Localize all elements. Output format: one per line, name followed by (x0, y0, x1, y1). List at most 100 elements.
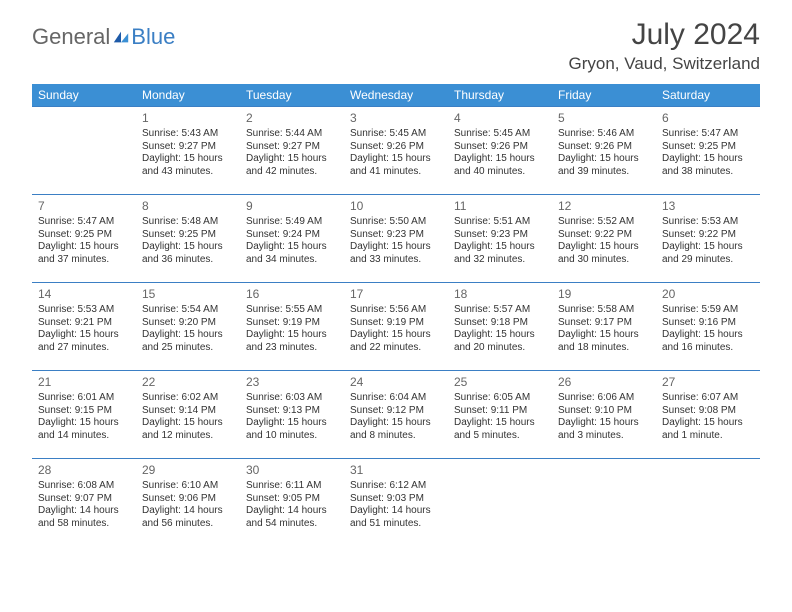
sunrise-line: Sunrise: 6:03 AM (246, 392, 338, 405)
day-number: 17 (350, 287, 442, 302)
day-number: 14 (38, 287, 130, 302)
day-number: 26 (558, 375, 650, 390)
daylight-line: Daylight: 15 hours and 32 minutes. (454, 241, 546, 266)
sunrise-line: Sunrise: 5:53 AM (38, 304, 130, 317)
sunset-line: Sunset: 9:07 PM (38, 493, 130, 506)
daylight-line: Daylight: 15 hours and 1 minute. (662, 417, 754, 442)
calendar-day-cell: 4Sunrise: 5:45 AMSunset: 9:26 PMDaylight… (448, 107, 552, 195)
sunrise-line: Sunrise: 5:54 AM (142, 304, 234, 317)
day-number: 22 (142, 375, 234, 390)
sunrise-line: Sunrise: 5:48 AM (142, 216, 234, 229)
day-number: 13 (662, 199, 754, 214)
sunrise-line: Sunrise: 6:06 AM (558, 392, 650, 405)
sunrise-line: Sunrise: 6:08 AM (38, 480, 130, 493)
daylight-line: Daylight: 15 hours and 12 minutes. (142, 417, 234, 442)
sunrise-line: Sunrise: 5:49 AM (246, 216, 338, 229)
day-number: 24 (350, 375, 442, 390)
daylight-line: Daylight: 15 hours and 10 minutes. (246, 417, 338, 442)
day-number: 23 (246, 375, 338, 390)
sunset-line: Sunset: 9:14 PM (142, 405, 234, 418)
calendar-day-cell: 28 Sunrise: 6:08 AMSunset: 9:07 PMDayligh… (32, 459, 136, 547)
calendar-day-cell: 7Sunrise: 5:47 AMSunset: 9:25 PMDaylight… (32, 195, 136, 283)
daylight-line: Daylight: 15 hours and 3 minutes. (558, 417, 650, 442)
sunset-line: Sunset: 9:11 PM (454, 405, 546, 418)
daylight-line: Daylight: 15 hours and 22 minutes. (350, 329, 442, 354)
sunrise-line: Sunrise: 5:47 AM (662, 128, 754, 141)
sunrise-line: Sunrise: 6:12 AM (350, 480, 442, 493)
daylight-line: Daylight: 15 hours and 34 minutes. (246, 241, 338, 266)
daylight-line: Daylight: 15 hours and 8 minutes. (350, 417, 442, 442)
logo-text-1: General (32, 24, 110, 50)
weekday-header: Saturday (656, 84, 760, 107)
sunset-line: Sunset: 9:17 PM (558, 317, 650, 330)
calendar-day-cell: 6Sunrise: 5:47 AMSunset: 9:25 PMDaylight… (656, 107, 760, 195)
day-number: 6 (662, 111, 754, 126)
calendar-day-cell: 30Sunrise: 6:11 AMSunset: 9:05 PMDayligh… (240, 459, 344, 547)
calendar-week-row: 14Sunrise: 5:53 AMSunset: 9:21 PMDayligh… (32, 283, 760, 371)
daylight-line: Daylight: 15 hours and 30 minutes. (558, 241, 650, 266)
day-number: 28 (38, 463, 130, 478)
title-block: July 2024 Gryon, Vaud, Switzerland (569, 18, 761, 74)
sunset-line: Sunset: 9:26 PM (558, 141, 650, 154)
calendar-day-cell: 29Sunrise: 6:10 AMSunset: 9:06 PMDayligh… (136, 459, 240, 547)
daylight-line: Daylight: 14 hours and 54 minutes. (246, 505, 338, 530)
daylight-line: Daylight: 15 hours and 20 minutes. (454, 329, 546, 354)
day-number: 25 (454, 375, 546, 390)
day-number: 18 (454, 287, 546, 302)
daylight-line: Daylight: 15 hours and 29 minutes. (662, 241, 754, 266)
page-header: General Blue July 2024 Gryon, Vaud, Swit… (32, 18, 760, 74)
day-number: 16 (246, 287, 338, 302)
calendar-day-cell: 10Sunrise: 5:50 AMSunset: 9:23 PMDayligh… (344, 195, 448, 283)
daylight-line: Daylight: 14 hours and 58 minutes. (38, 505, 130, 530)
calendar-week-row: 1Sunrise: 5:43 AMSunset: 9:27 PMDaylight… (32, 107, 760, 195)
daylight-line: Daylight: 15 hours and 42 minutes. (246, 153, 338, 178)
sunrise-line: Sunrise: 5:58 AM (558, 304, 650, 317)
sunset-line: Sunset: 9:05 PM (246, 493, 338, 506)
day-number: 8 (142, 199, 234, 214)
sunset-line: Sunset: 9:13 PM (246, 405, 338, 418)
day-number: 15 (142, 287, 234, 302)
day-number: 2 (246, 111, 338, 126)
daylight-line: Daylight: 15 hours and 36 minutes. (142, 241, 234, 266)
weekday-header: Tuesday (240, 84, 344, 107)
month-title: July 2024 (569, 18, 761, 52)
calendar-day-cell: 13Sunrise: 5:53 AMSunset: 9:22 PMDayligh… (656, 195, 760, 283)
sunset-line: Sunset: 9:18 PM (454, 317, 546, 330)
calendar-day-cell: 22Sunrise: 6:02 AMSunset: 9:14 PMDayligh… (136, 371, 240, 459)
calendar-day-cell: 15Sunrise: 5:54 AMSunset: 9:20 PMDayligh… (136, 283, 240, 371)
calendar-day-cell: 26 Sunrise: 6:06 AMSunset: 9:10 PMDayligh… (552, 371, 656, 459)
daylight-line: Daylight: 14 hours and 51 minutes. (350, 505, 442, 530)
calendar-day-cell: 16Sunrise: 5:55 AMSunset: 9:19 PMDayligh… (240, 283, 344, 371)
sunrise-line: Sunrise: 6:04 AM (350, 392, 442, 405)
day-number: 19 (558, 287, 650, 302)
sunset-line: Sunset: 9:03 PM (350, 493, 442, 506)
sunrise-line: Sunrise: 6:10 AM (142, 480, 234, 493)
calendar-day-cell (656, 459, 760, 547)
daylight-line: Daylight: 15 hours and 39 minutes. (558, 153, 650, 178)
weekday-header-row: SundayMondayTuesdayWednesdayThursdayFrid… (32, 84, 760, 107)
sunrise-line: Sunrise: 5:45 AM (454, 128, 546, 141)
sunset-line: Sunset: 9:10 PM (558, 405, 650, 418)
sunset-line: Sunset: 9:23 PM (350, 229, 442, 242)
sunrise-line: Sunrise: 5:56 AM (350, 304, 442, 317)
sunset-line: Sunset: 9:19 PM (350, 317, 442, 330)
calendar-day-cell: 2Sunrise: 5:44 AMSunset: 9:27 PMDaylight… (240, 107, 344, 195)
day-number: 21 (38, 375, 130, 390)
day-number: 1 (142, 111, 234, 126)
calendar-day-cell: 25Sunrise: 6:05 AMSunset: 9:11 PMDayligh… (448, 371, 552, 459)
calendar-day-cell: 9Sunrise: 5:49 AMSunset: 9:24 PMDaylight… (240, 195, 344, 283)
daylight-line: Daylight: 14 hours and 56 minutes. (142, 505, 234, 530)
calendar-day-cell: 5Sunrise: 5:46 AMSunset: 9:26 PMDaylight… (552, 107, 656, 195)
sunset-line: Sunset: 9:06 PM (142, 493, 234, 506)
calendar-day-cell: 12Sunrise: 5:52 AMSunset: 9:22 PMDayligh… (552, 195, 656, 283)
sunset-line: Sunset: 9:20 PM (142, 317, 234, 330)
daylight-line: Daylight: 15 hours and 5 minutes. (454, 417, 546, 442)
calendar-day-cell: 24Sunrise: 6:04 AMSunset: 9:12 PMDayligh… (344, 371, 448, 459)
location: Gryon, Vaud, Switzerland (569, 54, 761, 74)
sunset-line: Sunset: 9:15 PM (38, 405, 130, 418)
sunset-line: Sunset: 9:21 PM (38, 317, 130, 330)
sunrise-line: Sunrise: 5:44 AM (246, 128, 338, 141)
calendar-day-cell: 11Sunrise: 5:51 AMSunset: 9:23 PMDayligh… (448, 195, 552, 283)
calendar-day-cell: 31Sunrise: 6:12 AMSunset: 9:03 PMDayligh… (344, 459, 448, 547)
daylight-line: Daylight: 15 hours and 27 minutes. (38, 329, 130, 354)
